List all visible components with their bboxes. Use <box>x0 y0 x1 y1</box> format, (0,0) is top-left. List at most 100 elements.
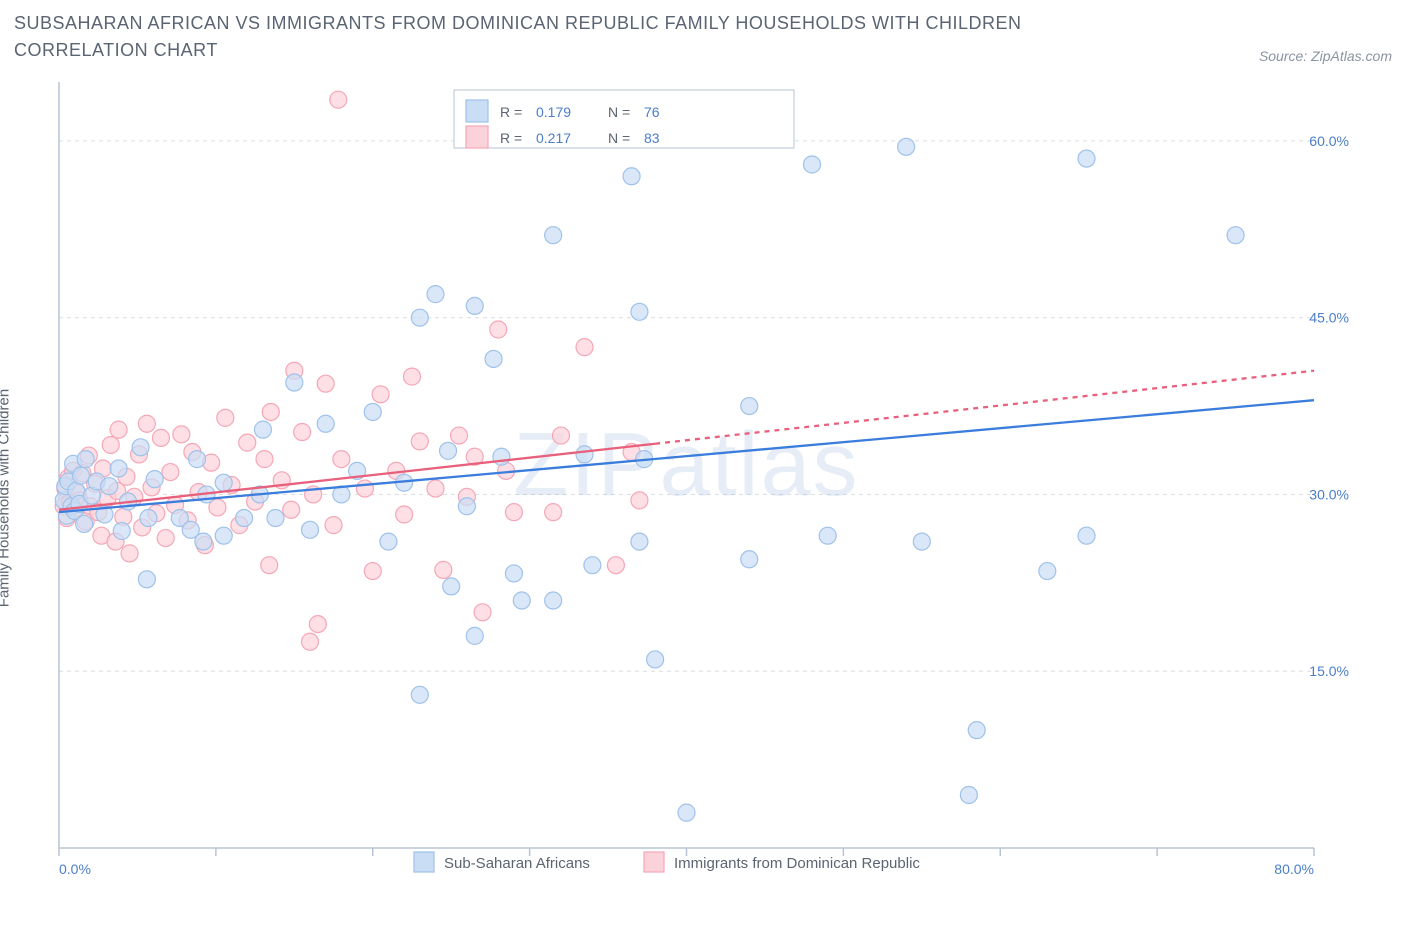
data-point <box>283 501 300 518</box>
data-point <box>553 427 570 444</box>
data-point <box>804 156 821 173</box>
data-point <box>157 530 174 547</box>
data-point <box>138 415 155 432</box>
data-point <box>317 415 334 432</box>
data-point <box>493 448 510 465</box>
data-point <box>215 527 232 544</box>
data-point <box>102 436 119 453</box>
data-point <box>607 557 624 574</box>
data-point <box>77 451 94 468</box>
data-point <box>505 565 522 582</box>
legend-r-label: R = <box>500 104 522 120</box>
x-tick-label: 80.0% <box>1274 861 1314 877</box>
legend-swatch <box>466 100 488 122</box>
data-point <box>146 471 163 488</box>
data-point <box>960 786 977 803</box>
legend-r-label: R = <box>500 130 522 146</box>
legend-swatch <box>466 126 488 148</box>
data-point <box>898 138 915 155</box>
data-point <box>317 375 334 392</box>
data-point <box>262 403 279 420</box>
data-point <box>101 478 118 495</box>
data-point <box>309 616 326 633</box>
data-point <box>333 451 350 468</box>
y-tick-label: 30.0% <box>1309 486 1349 502</box>
data-point <box>545 227 562 244</box>
data-point <box>584 557 601 574</box>
data-point <box>302 521 319 538</box>
data-point <box>411 309 428 326</box>
data-point <box>364 563 381 580</box>
data-point <box>451 427 468 444</box>
y-tick-label: 60.0% <box>1309 133 1349 149</box>
data-point <box>72 467 89 484</box>
data-point <box>913 533 930 550</box>
data-point <box>513 592 530 609</box>
data-point <box>330 91 347 108</box>
data-point <box>545 592 562 609</box>
data-point <box>490 321 507 338</box>
data-point <box>356 480 373 497</box>
data-point <box>1078 527 1095 544</box>
data-point <box>267 510 284 527</box>
data-point <box>647 651 664 668</box>
data-point <box>440 442 457 459</box>
data-point <box>121 545 138 562</box>
data-point <box>411 433 428 450</box>
bottom-legend-swatch <box>644 852 664 872</box>
data-point <box>239 434 256 451</box>
legend-r-value: 0.179 <box>536 104 571 120</box>
data-point <box>372 386 389 403</box>
data-point <box>110 421 127 438</box>
data-point <box>623 168 640 185</box>
data-point <box>1039 563 1056 580</box>
data-point <box>427 480 444 497</box>
data-point <box>968 722 985 739</box>
legend-n-value: 76 <box>644 104 660 120</box>
data-point <box>76 515 93 532</box>
y-tick-label: 45.0% <box>1309 310 1349 326</box>
bottom-legend-label: Sub-Saharan Africans <box>444 855 590 872</box>
data-point <box>741 398 758 415</box>
data-point <box>1078 150 1095 167</box>
data-point <box>403 368 420 385</box>
scatter-plot: 15.0%30.0%45.0%60.0%0.0%80.0%ZIPatlasR =… <box>14 78 1354 918</box>
legend-n-label: N = <box>608 130 630 146</box>
data-point <box>741 551 758 568</box>
data-point <box>466 627 483 644</box>
x-tick-label: 0.0% <box>59 861 91 877</box>
data-point <box>443 578 460 595</box>
data-point <box>427 286 444 303</box>
data-point <box>678 804 695 821</box>
data-point <box>140 510 157 527</box>
data-point <box>576 446 593 463</box>
y-axis-label: Family Households with Children <box>0 389 13 607</box>
data-point <box>474 604 491 621</box>
data-point <box>261 557 278 574</box>
bottom-legend-label: Immigrants from Dominican Republic <box>674 855 920 872</box>
plot-area: Family Households with Children 15.0%30.… <box>14 78 1392 918</box>
data-point <box>173 426 190 443</box>
data-point <box>396 506 413 523</box>
data-point <box>435 561 452 578</box>
data-point <box>505 504 522 521</box>
chart-title: SUBSAHARAN AFRICAN VS IMMIGRANTS FROM DO… <box>14 10 1114 64</box>
data-point <box>466 297 483 314</box>
data-point <box>545 504 562 521</box>
data-point <box>302 633 319 650</box>
data-point <box>364 403 381 420</box>
data-point <box>215 474 232 491</box>
data-point <box>132 439 149 456</box>
data-point <box>485 350 502 367</box>
data-point <box>631 303 648 320</box>
data-point <box>254 421 271 438</box>
source-label: Source: ZipAtlas.com <box>1259 48 1392 64</box>
data-point <box>113 522 130 539</box>
data-point <box>576 339 593 356</box>
data-point <box>286 374 303 391</box>
data-point <box>189 451 206 468</box>
data-point <box>162 464 179 481</box>
legend-n-label: N = <box>608 104 630 120</box>
y-tick-label: 15.0% <box>1309 663 1349 679</box>
data-point <box>256 451 273 468</box>
